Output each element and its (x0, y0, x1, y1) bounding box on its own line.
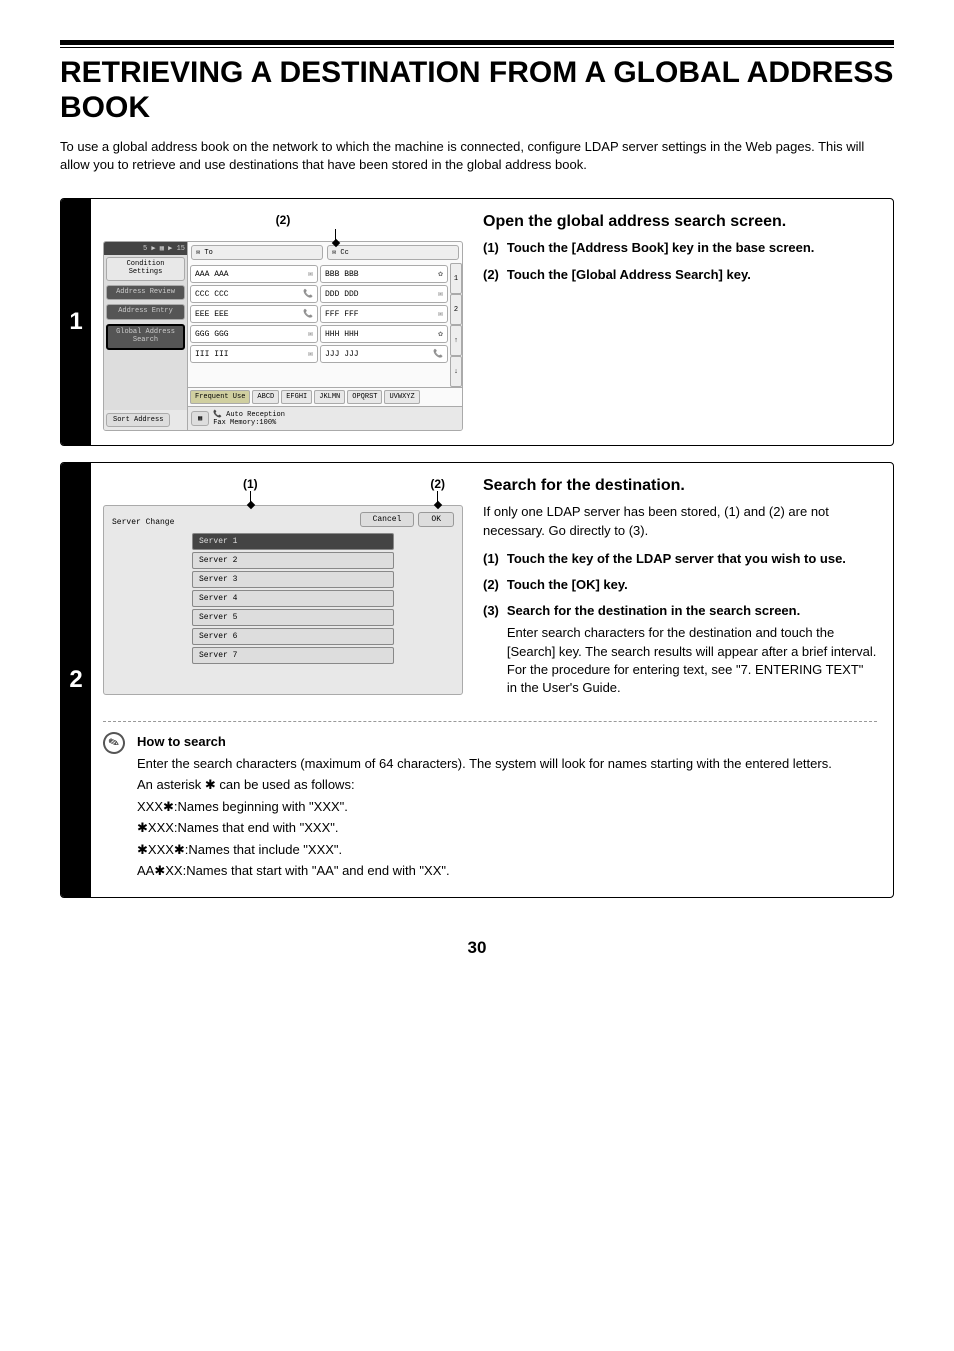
ab-count: 5 ▶ ▦ ▶ 15 (104, 242, 187, 255)
note-line: AA✱XX:Names that start with "AA" and end… (137, 861, 877, 881)
server-change-label: Server Change (112, 518, 174, 527)
sidebar-tab-0[interactable]: Condition Settings (106, 257, 185, 280)
ok-button[interactable]: OK (418, 512, 454, 527)
intro-text: To use a global address book on the netw… (60, 138, 894, 174)
note-line: XXX✱:Names beginning with "XXX". (137, 797, 877, 817)
alpha-tab[interactable]: UVWXYZ (384, 390, 419, 404)
scroll-indicators: 1 2 ↑ ↓ (450, 263, 462, 387)
cancel-button[interactable]: Cancel (360, 512, 415, 527)
step2-list: (1)Touch the key of the LDAP server that… (483, 550, 877, 697)
pencil-icon: ✎ (100, 729, 128, 757)
step2-callout-1: (1) (243, 477, 258, 491)
sidebar-tab-3[interactable]: Global Address Search (106, 324, 185, 349)
sidebar-tab-1[interactable]: Address Review (106, 285, 185, 301)
alpha-tab[interactable]: OPQRST (347, 390, 382, 404)
addr-entry[interactable]: EEE EEE📞 (190, 305, 318, 323)
alpha-tab[interactable]: EFGHI (281, 390, 312, 404)
page-number: 30 (60, 938, 894, 958)
step2-item3-extra: Enter search characters for the destinat… (507, 624, 877, 697)
top-rule (60, 40, 894, 48)
server-item[interactable]: Server 1 (192, 533, 394, 550)
server-item[interactable]: Server 3 (192, 571, 394, 588)
step2-title: Search for the destination. (483, 477, 877, 495)
server-list: Server 1 Server 2 Server 3 Server 4 Serv… (192, 533, 394, 664)
addr-entry[interactable]: GGG GGG✉ (190, 325, 318, 343)
step1-title: Open the global address search screen. (483, 213, 877, 231)
freq-tab[interactable]: Frequent Use (190, 390, 250, 404)
addr-entry[interactable]: HHH HHH✿ (320, 325, 448, 343)
page-title: RETRIEVING A DESTINATION FROM A GLOBAL A… (60, 56, 894, 125)
note-line: An asterisk ✱ can be used as follows: (137, 775, 877, 795)
step-2: 2 (1) (2) Server Change Cancel OK (60, 462, 894, 897)
addr-entry[interactable]: CCC CCC📞 (190, 285, 318, 303)
step2-subtitle: If only one LDAP server has been stored,… (483, 503, 877, 539)
note-line: ✱XXX:Names that end with "XXX". (137, 818, 877, 838)
step-2-number: 2 (61, 463, 91, 896)
preview-button[interactable]: ▦ (191, 411, 209, 426)
dashed-separator (103, 721, 877, 722)
addr-entry[interactable]: DDD DDD✉ (320, 285, 448, 303)
search-note: ✎ How to search Enter the search charact… (103, 732, 877, 883)
scroll-up-icon[interactable]: ↑ (450, 325, 462, 356)
step1-list: (1)Touch the [Address Book] key in the b… (483, 239, 877, 283)
address-book-screen: 5 ▶ ▦ ▶ 15 Condition Settings Address Re… (103, 241, 463, 431)
scroll-down-icon[interactable]: ↓ (450, 356, 462, 387)
note-title: How to search (137, 732, 877, 752)
alpha-tab[interactable]: JKLMN (314, 390, 345, 404)
addr-entry[interactable]: AAA AAA✉ (190, 265, 318, 283)
sort-address-button[interactable]: Sort Address (106, 413, 170, 427)
note-line: ✱XXX✱:Names that include "XXX". (137, 840, 877, 860)
server-item[interactable]: Server 4 (192, 590, 394, 607)
to-field[interactable]: ✉ To (191, 245, 323, 260)
addr-entry[interactable]: III III✉ (190, 345, 318, 363)
step-1-screenshot: (2) 5 ▶ ▦ ▶ 15 Condition Settings Addres… (103, 213, 463, 431)
alpha-tab[interactable]: ABCD (252, 390, 279, 404)
footer-status: 📞 Auto Reception Fax Memory:100% (213, 410, 285, 427)
step2-callout-2: (2) (430, 477, 445, 491)
note-line: Enter the search characters (maximum of … (137, 754, 877, 774)
step-1: 1 (2) 5 ▶ ▦ ▶ 15 Condition Settings Addr… (60, 198, 894, 446)
addr-entry[interactable]: JJJ JJJ📞 (320, 345, 448, 363)
server-item[interactable]: Server 5 (192, 609, 394, 626)
server-item[interactable]: Server 6 (192, 628, 394, 645)
server-item[interactable]: Server 2 (192, 552, 394, 569)
cc-field[interactable]: ✉ Cc (327, 245, 459, 260)
server-select-screen: Server Change Cancel OK Server 1 Server … (103, 505, 463, 695)
step1-callout: (2) (103, 213, 463, 227)
sidebar-tab-2[interactable]: Address Entry (106, 304, 185, 320)
address-grid: AAA AAA✉ BBB BBB✿ CCC CCC📞 DDD DDD✉ EEE … (188, 263, 462, 387)
addr-entry[interactable]: FFF FFF✉ (320, 305, 448, 323)
server-item[interactable]: Server 7 (192, 647, 394, 664)
addr-entry[interactable]: BBB BBB✿ (320, 265, 448, 283)
step-1-number: 1 (61, 199, 91, 445)
